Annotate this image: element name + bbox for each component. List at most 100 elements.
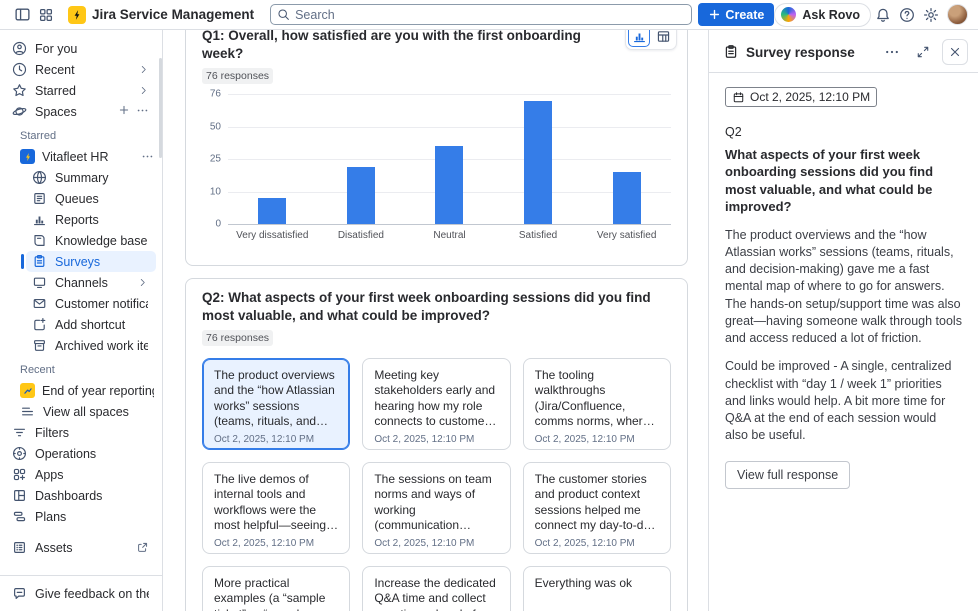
sidebar-item-add-shortcut[interactable]: Add shortcut xyxy=(26,314,156,335)
monitor-icon xyxy=(32,275,48,291)
sidebar-item-channels[interactable]: Channels xyxy=(26,272,156,293)
jira-logo-icon[interactable] xyxy=(68,5,86,24)
sidebar-item-operations[interactable]: Operations xyxy=(0,443,157,464)
settings-gear-icon[interactable] xyxy=(919,3,943,27)
response-card-6[interactable]: The customer stories and product context… xyxy=(522,462,671,555)
filter-icon xyxy=(12,425,28,441)
sidebar-item-vitafleet-hr[interactable]: Vitafleet HR xyxy=(0,146,162,167)
response-card-7[interactable]: More practical examples (a “sample ticke… xyxy=(202,566,351,611)
sidebar-item-end-of-year-reporting[interactable]: End of year reporting xyxy=(0,380,162,401)
sidebar-item-plans[interactable]: Plans xyxy=(0,506,157,527)
create-button[interactable]: Create xyxy=(698,3,775,26)
panel-close-icon[interactable] xyxy=(942,39,968,65)
search-bar[interactable] xyxy=(270,4,693,25)
clipboard-icon xyxy=(32,254,48,270)
sidebar-item-archived-work-items[interactable]: Archived work items xyxy=(26,335,156,356)
chart-y-axis: 76 50 25 10 0 xyxy=(202,89,228,230)
y-tick-label: 10 xyxy=(209,186,221,198)
sidebar-item-spaces[interactable]: Spaces xyxy=(0,101,157,122)
response-text: Meeting key stakeholders early and heari… xyxy=(374,368,496,430)
sidebar-item-view-all-spaces[interactable]: View all spaces xyxy=(0,401,162,422)
gridline xyxy=(228,126,671,128)
plus-icon xyxy=(708,8,721,21)
rows-icon xyxy=(20,404,36,420)
sidebar-item-label: Assets xyxy=(35,540,73,555)
sidebar-item-dashboards[interactable]: Dashboards xyxy=(0,485,157,506)
sidebar-item-for-you[interactable]: For you xyxy=(0,38,157,59)
sidebar-item-label: Give feedback on the ne... xyxy=(35,586,149,601)
sidebar-item-apps[interactable]: Apps xyxy=(0,464,157,485)
sidebar-item-reports[interactable]: Reports xyxy=(26,209,156,230)
x-tick-label: Satisfied xyxy=(518,230,558,242)
sidebar-item-starred[interactable]: Starred xyxy=(0,80,157,101)
chevron-right-icon[interactable] xyxy=(138,85,149,96)
panel-expand-icon[interactable] xyxy=(911,40,935,64)
gridline xyxy=(228,94,671,96)
apps-icon xyxy=(12,467,28,483)
sidebar-item-summary[interactable]: Summary xyxy=(26,167,156,188)
notifications-icon[interactable] xyxy=(871,3,895,27)
sidebar-item-label: Plans xyxy=(35,509,67,524)
response-text: The customer stories and product context… xyxy=(534,472,657,534)
sidebar-item-queues[interactable]: Queues xyxy=(26,188,156,209)
globe-icon xyxy=(32,170,48,186)
response-card-4[interactable]: The live demos of internal tools and wor… xyxy=(202,462,351,555)
table-view-button[interactable] xyxy=(652,30,674,47)
sidebar-item-label: Queues xyxy=(55,191,99,206)
response-card-8[interactable]: Increase the dedicated Q&A time and coll… xyxy=(362,566,511,611)
chart-x-axis: Very dissatisfied Disatisfied Neutral Satis… xyxy=(228,230,671,241)
sidebar-scrollbar[interactable] xyxy=(159,58,162,158)
x-tick-label: Very satisfied xyxy=(596,230,657,242)
response-text: The live demos of internal tools and wor… xyxy=(214,472,337,534)
sidebar-item-recent[interactable]: Recent xyxy=(0,59,157,80)
ask-rovo-button[interactable]: Ask Rovo xyxy=(774,2,871,27)
book-icon xyxy=(32,233,48,249)
add-space-icon[interactable] xyxy=(118,104,130,119)
user-avatar[interactable] xyxy=(947,4,968,25)
app-switcher-icon[interactable] xyxy=(34,3,58,27)
panel-more-icon[interactable] xyxy=(880,40,904,64)
question1-card: Q1: Overall, how satisfied are you with … xyxy=(185,30,688,266)
search-icon xyxy=(277,8,290,21)
bar-neutral xyxy=(435,146,464,225)
sidebar-item-label: Dashboards xyxy=(35,488,103,503)
help-icon[interactable] xyxy=(895,3,919,27)
response-card-9[interactable]: Everything was okOct 2, 2025, 12:10 PM xyxy=(522,566,671,611)
sidebar-item-label: Spaces xyxy=(35,104,77,119)
response-card-1[interactable]: The product overviews and the “how Atlas… xyxy=(202,358,351,451)
sidebar-item-customer-notificatio[interactable]: Customer notificatio... xyxy=(26,293,156,314)
question2-card: Q2: What aspects of your first week onbo… xyxy=(185,278,688,611)
sidebar-item-assets[interactable]: Assets xyxy=(0,537,157,558)
response-card-3[interactable]: The tooling walkthroughs (Jira/Confluenc… xyxy=(522,358,671,451)
sidebar-item-label: Vitafleet HR xyxy=(42,149,109,164)
chevron-right-icon[interactable] xyxy=(137,277,148,288)
sidebar-item-give-feedback[interactable]: Give feedback on the ne... xyxy=(0,583,157,604)
more-options-icon[interactable] xyxy=(136,104,149,120)
assets-icon xyxy=(12,540,28,556)
feedback-icon xyxy=(12,586,28,602)
y-tick-label: 50 xyxy=(209,121,221,133)
sidebar-item-filters[interactable]: Filters xyxy=(0,422,157,443)
search-input[interactable] xyxy=(295,7,686,22)
chevron-right-icon[interactable] xyxy=(138,64,149,75)
main-content: Q1: Overall, how satisfied are you with … xyxy=(163,30,708,611)
sidebar-item-label: Reports xyxy=(55,212,99,227)
sidebar: For you Recent Starred Spaces Starred Vitafle… xyxy=(0,30,163,611)
view-full-response-button[interactable]: View full response xyxy=(725,460,851,489)
response-date: Oct 2, 2025, 12:10 PM xyxy=(374,434,475,446)
bar-satisfied xyxy=(524,100,553,225)
satisfaction-bar-chart: 76 50 25 10 0 xyxy=(202,89,671,230)
chart-plot-area xyxy=(228,94,671,226)
more-options-icon[interactable] xyxy=(141,150,154,163)
sidebar-item-knowledge-base[interactable]: Knowledge base xyxy=(26,230,156,251)
x-tick-label: Disatisfied xyxy=(337,230,384,242)
chart-view-button[interactable] xyxy=(628,30,650,47)
gridline xyxy=(228,224,671,226)
response-card-5[interactable]: The sessions on team norms and ways of w… xyxy=(362,462,511,555)
question-number-label: Q2 xyxy=(725,124,742,139)
collapse-sidebar-icon[interactable] xyxy=(10,3,34,27)
response-card-2[interactable]: Meeting key stakeholders early and heari… xyxy=(362,358,511,451)
sidebar-item-surveys[interactable]: Surveys xyxy=(21,251,156,272)
response-date: Oct 2, 2025, 12:10 PM xyxy=(534,538,635,550)
